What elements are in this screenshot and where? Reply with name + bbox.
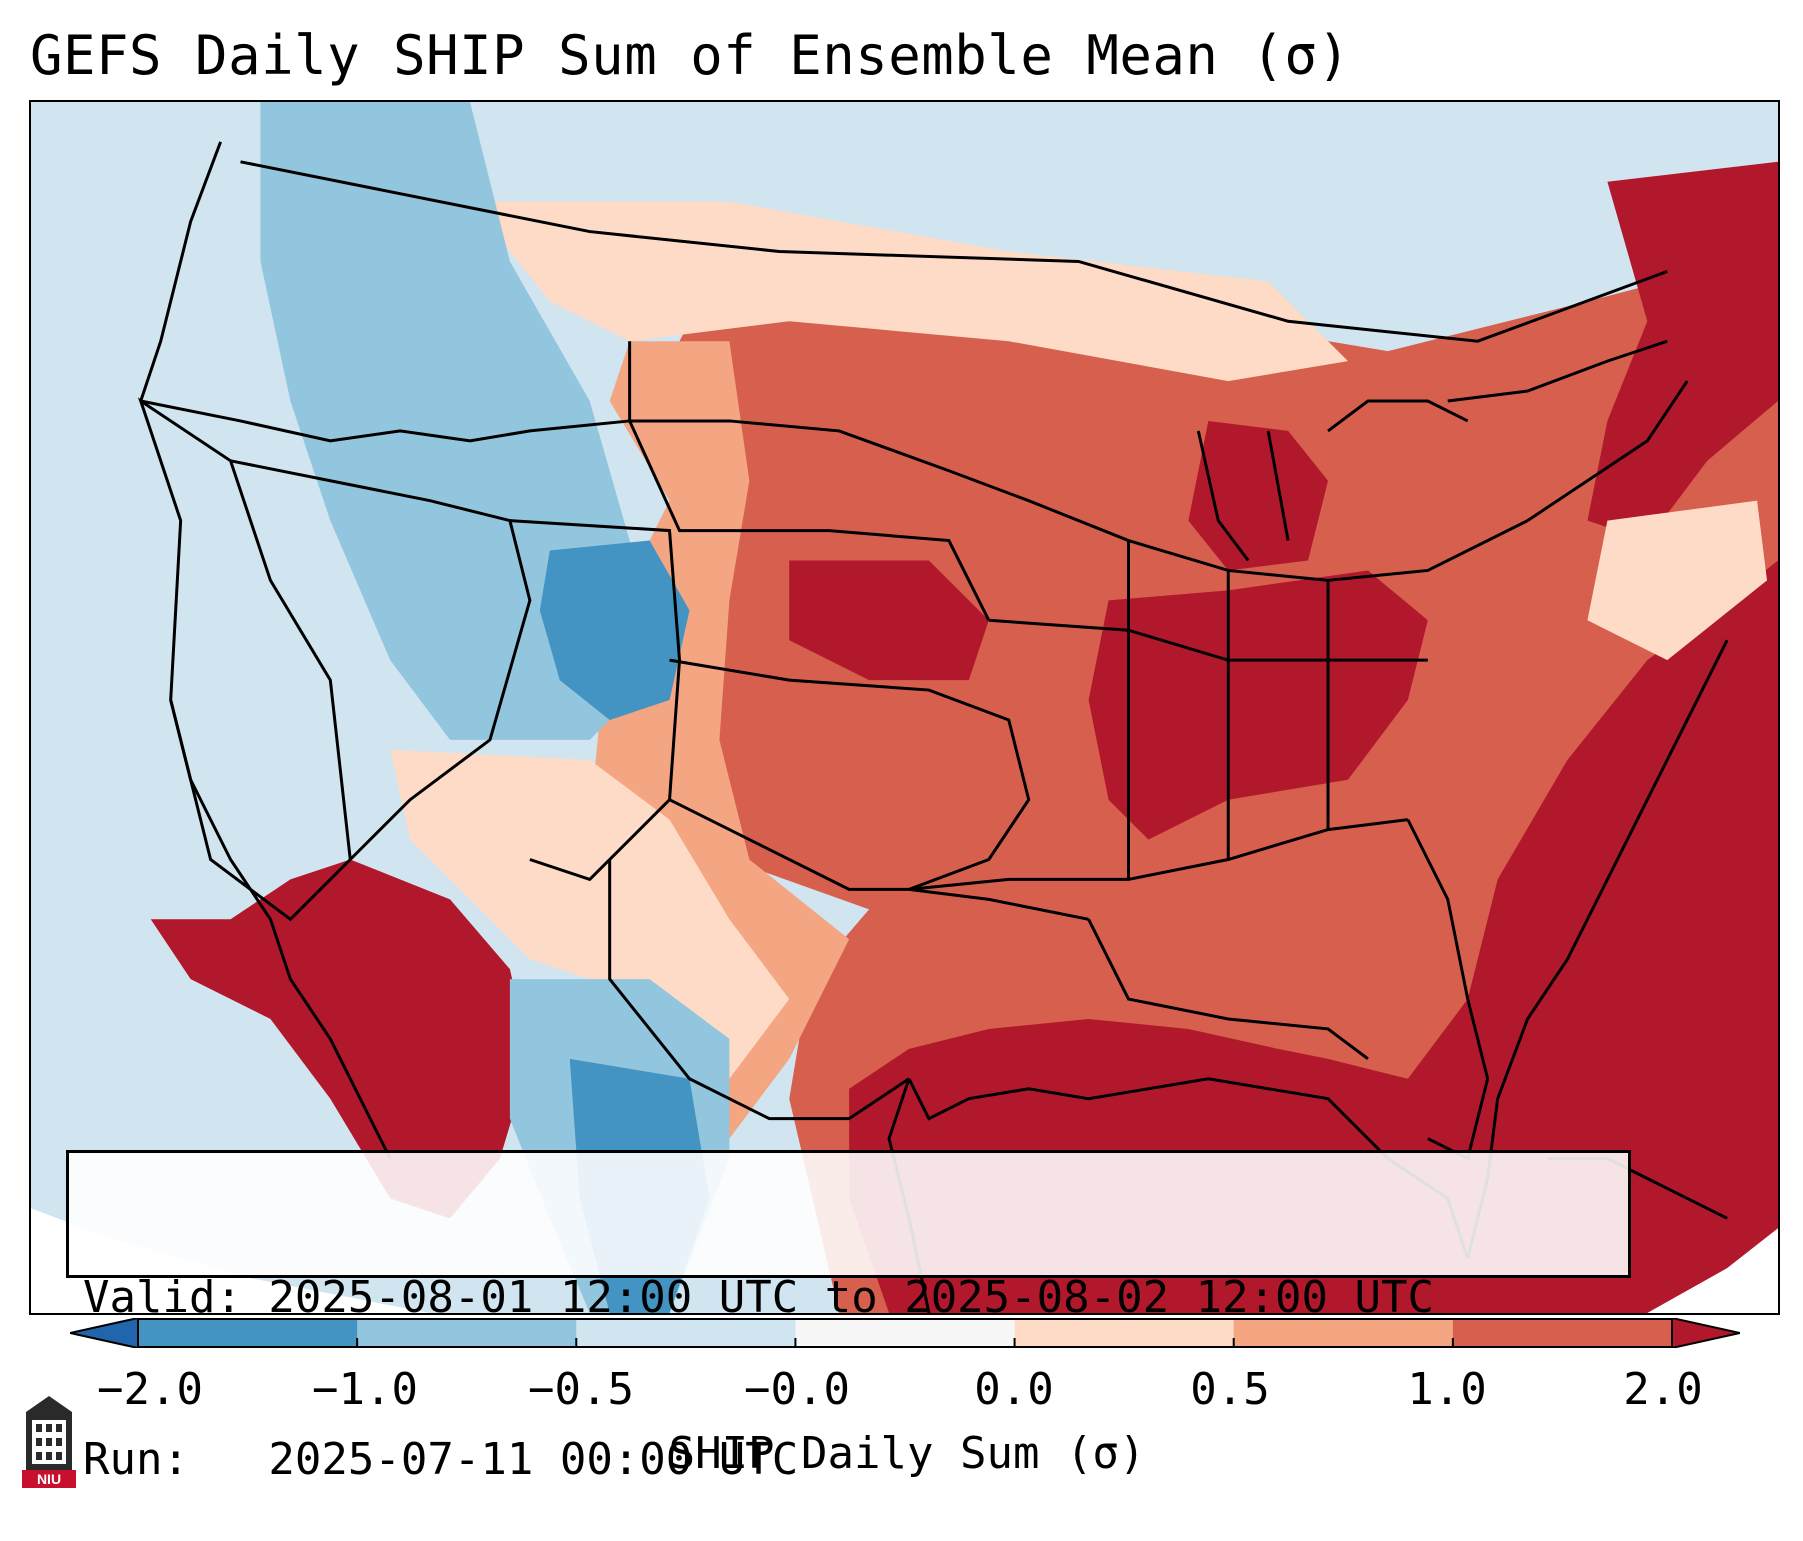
niu-logo-icon: NIU xyxy=(22,1396,76,1488)
colorbar-segment xyxy=(357,1318,577,1348)
map-title: GEFS Daily SHIP Sum of Ensemble Mean (σ) xyxy=(30,24,1351,87)
colorbar-tick-label: 0.0 xyxy=(974,1364,1054,1415)
region-deep-red-southwest xyxy=(150,859,530,1219)
map-panel xyxy=(29,100,1780,1315)
colorbar-tick-label: −0.5 xyxy=(528,1364,634,1415)
colorbar-border xyxy=(137,1318,1673,1348)
region-deep-red-plains xyxy=(789,560,989,681)
colorbar-segment xyxy=(1014,1318,1235,1348)
colorbar-segment xyxy=(1452,1318,1673,1348)
colorbar-label: SHIP Daily Sum (σ) xyxy=(668,1428,1146,1479)
colorbar-tick-label: −2.0 xyxy=(97,1364,203,1415)
colorbar-extend-over xyxy=(1671,1318,1740,1348)
valid-run-info-box: Valid: 2025-08-01 12:00 UTC to 2025-08-0… xyxy=(66,1150,1631,1485)
colorbar-segment xyxy=(795,1318,1016,1348)
region-deep-red-northeast xyxy=(1587,161,1778,541)
colorbar-tick-label: 1.0 xyxy=(1407,1364,1487,1415)
colorbar-segment xyxy=(1233,1318,1454,1348)
colorbar xyxy=(70,1318,1740,1348)
colorbar-tick-label: 2.0 xyxy=(1623,1364,1703,1415)
state-boundaries xyxy=(137,160,1689,1161)
region-white-bottom-left xyxy=(31,1208,431,1313)
valid-time-text: Valid: 2025-08-01 12:00 UTC to 2025-08-0… xyxy=(83,1272,1435,1323)
colorbar-extend-under xyxy=(70,1318,139,1348)
region-pale-red-north xyxy=(469,201,1348,382)
colorbar-segment xyxy=(138,1318,358,1348)
region-white-bottom-right xyxy=(1647,1228,1778,1313)
ship-map xyxy=(31,102,1778,1313)
svg-text:NIU: NIU xyxy=(37,1471,61,1487)
colorbar-tick-label: 0.5 xyxy=(1190,1364,1270,1415)
colorbar-segment xyxy=(576,1318,796,1348)
region-pale-red-texas-nm xyxy=(390,749,790,1079)
region-deep-red-great-lakes xyxy=(1188,420,1329,571)
run-time-text: Run: 2025-07-11 00:00 UTC xyxy=(83,1434,799,1485)
colorbar-tick-label: −0.0 xyxy=(744,1364,850,1415)
colorbar-tick-label: −1.0 xyxy=(312,1364,418,1415)
region-deep-blue-colorado xyxy=(539,540,690,720)
region-pale-east-ocean xyxy=(1587,500,1768,661)
region-deep-red-gulf-atlantic xyxy=(849,191,1778,1313)
region-deep-red-ohio-valley xyxy=(1088,570,1428,840)
